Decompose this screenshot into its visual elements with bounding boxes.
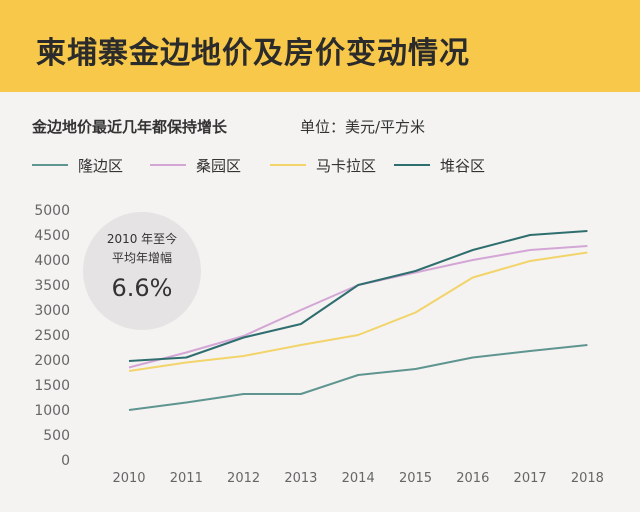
legend-swatch-3	[394, 164, 430, 166]
x-tick-label: 2013	[284, 471, 317, 486]
y-tick-label: 5000	[34, 203, 70, 219]
x-tick-label: 2011	[170, 471, 203, 486]
legend-label-1: 桑园区	[196, 157, 242, 175]
y-tick-label: 3000	[34, 303, 70, 319]
y-tick-label: 1000	[34, 403, 70, 419]
x-tick-label: 2014	[342, 471, 375, 486]
chart-title: 金边地价最近几年都保持增长	[32, 118, 228, 136]
page-title: 柬埔寨金边地价及房价变动情况	[36, 36, 470, 71]
legend-swatch-0	[32, 164, 68, 166]
y-tick-label: 0	[61, 453, 70, 469]
legend-label-3: 堆谷区	[440, 157, 486, 175]
callout-line2: 平均年增幅	[111, 251, 172, 265]
growth-callout: 2010 年至今 平均年增幅 6.6%	[83, 212, 201, 330]
callout-value: 6.6%	[111, 274, 173, 302]
title-banner: 柬埔寨金边地价及房价变动情况	[0, 0, 640, 92]
y-tick-label: 1500	[34, 378, 70, 394]
legend-swatch-2	[270, 164, 306, 166]
x-tick-label: 2012	[227, 471, 260, 486]
chart-legend: 隆边区 桑园区 马卡拉区 堆谷区	[32, 154, 592, 178]
x-tick-label: 2017	[514, 471, 547, 486]
x-tick-label: 2016	[456, 471, 489, 486]
x-tick-label: 2010	[112, 471, 145, 486]
y-tick-label: 2500	[34, 328, 70, 344]
y-tick-label: 2000	[34, 353, 70, 369]
legend-label-0: 隆边区	[78, 157, 124, 175]
x-tick-label: 2015	[399, 471, 432, 486]
series-lines	[128, 230, 588, 411]
x-tick-label: 2018	[571, 471, 604, 486]
callout-line1: 2010 年至今	[106, 232, 178, 246]
legend-label-2: 马卡拉区	[316, 157, 377, 175]
y-axis: 0 500 1000 1500 2000 2500 3000 3500 4000 4500 5000	[34, 203, 70, 469]
y-tick-label: 500	[43, 428, 70, 444]
series-line-0	[128, 344, 588, 411]
y-tick-label: 4000	[34, 253, 70, 269]
x-axis: 2010 2011 2012 2013 2014 2015 2016 2017 2018	[112, 471, 603, 486]
y-tick-label: 3500	[34, 278, 70, 294]
unit-label: 单位：美元/平方米	[300, 118, 426, 136]
legend-swatch-1	[150, 164, 186, 166]
series-line-2	[128, 251, 588, 372]
line-chart: 0 500 1000 1500 2000 2500 3000 3500 4000 4500 5000…	[34, 203, 604, 486]
y-tick-label: 4500	[34, 228, 70, 244]
series-line-3	[128, 230, 588, 362]
